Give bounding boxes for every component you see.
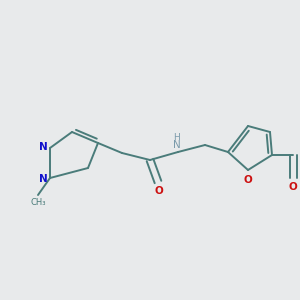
Text: N: N	[39, 142, 48, 152]
Text: O: O	[154, 186, 164, 196]
Text: O: O	[244, 175, 252, 185]
Text: N: N	[173, 140, 181, 150]
Text: CH₃: CH₃	[30, 198, 46, 207]
Text: H: H	[174, 133, 180, 142]
Text: N: N	[39, 174, 48, 184]
Text: O: O	[289, 182, 297, 192]
